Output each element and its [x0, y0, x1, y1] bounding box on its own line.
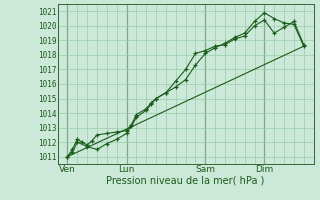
X-axis label: Pression niveau de la mer( hPa ): Pression niveau de la mer( hPa ) — [107, 176, 265, 186]
